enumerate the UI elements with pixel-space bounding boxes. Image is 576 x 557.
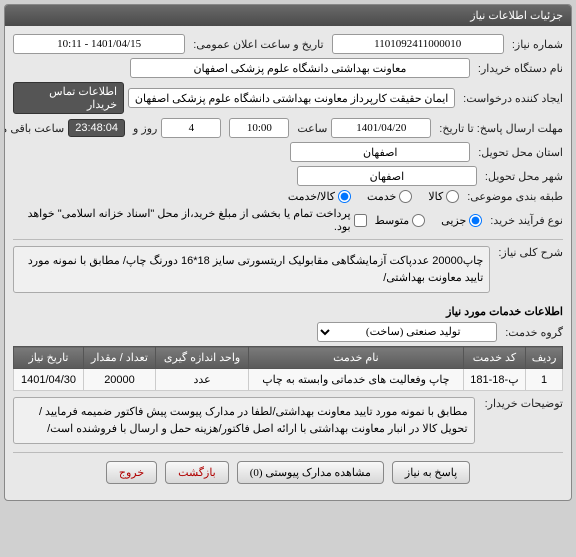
req-no-field (332, 34, 504, 54)
buyer-note-box: مطابق با نمونه مورد تایید معاونت بهداشتی… (13, 397, 475, 444)
creator-field (128, 88, 455, 108)
cell-qty: 20000 (84, 369, 156, 391)
th-index: ردیف (526, 347, 563, 369)
group-select[interactable]: تولید صنعتی (ساخت) (317, 322, 497, 342)
details-window: جزئیات اطلاعات نیاز شماره نیاز: تاریخ و … (4, 4, 572, 501)
opt-detail[interactable]: جزیی (441, 214, 482, 227)
ann-date-field (13, 34, 185, 54)
th-qty: تعداد / مقدار (84, 347, 156, 369)
cell-code: پ-18-181 (463, 369, 526, 391)
items-section-title: اطلاعات خدمات مورد نیاز (13, 305, 563, 318)
items-table: ردیف کد خدمت نام خدمت واحد اندازه گیری ت… (13, 346, 563, 391)
window-title: جزئیات اطلاعات نیاز (470, 10, 563, 22)
ann-date-label: تاریخ و ساعت اعلان عمومی: (193, 38, 323, 51)
payment-note: پرداخت تمام یا بخشی از مبلغ خرید،از محل … (13, 207, 351, 233)
table-row[interactable]: 1 پ-18-181 چاپ وفعالیت های خدماتی وابسته… (14, 369, 563, 391)
th-unit: واحد اندازه گیری (155, 347, 248, 369)
province-field (290, 142, 470, 162)
cell-date: 1401/04/30 (14, 369, 84, 391)
exit-button[interactable]: خروج (106, 461, 157, 484)
window-title-bar: جزئیات اطلاعات نیاز (5, 5, 571, 26)
process-type-label: نوع فرآیند خرید: (490, 214, 563, 227)
deadline-date-field (331, 118, 431, 138)
cell-index: 1 (526, 369, 563, 391)
cell-unit: عدد (155, 369, 248, 391)
opt-goods[interactable]: کالا (428, 190, 459, 203)
opt-goods-service[interactable]: کالا/خدمت (288, 190, 351, 203)
content-area: شماره نیاز: تاریخ و ساعت اعلان عمومی: نا… (5, 26, 571, 500)
cell-name: چاپ وفعالیت های خدماتی وابسته به چاپ (249, 369, 463, 391)
deadline-label: مهلت ارسال پاسخ: تا تاریخ: (439, 122, 563, 135)
separator-1 (13, 239, 563, 240)
gen-desc-box: چاپ20000 عددپاکت آزمایشگاهی مقابولیک اری… (13, 246, 490, 293)
th-date: تاریخ نیاز (14, 347, 84, 369)
payment-note-check[interactable]: پرداخت تمام یا بخشی از مبلغ خرید،از محل … (13, 207, 367, 233)
gen-desc-label: شرح کلی نیاز: (498, 246, 563, 259)
creator-label: ایجاد کننده درخواست: (463, 92, 563, 105)
th-code: کد خدمت (463, 347, 526, 369)
buyer-org-label: نام دستگاه خریدار: (478, 62, 563, 75)
subject-type-label: طبقه بندی موضوعی: (467, 190, 563, 203)
group-label: گروه خدمت: (505, 326, 563, 339)
time-label-1: ساعت (297, 122, 327, 135)
footer-buttons: پاسخ به نیاز مشاهده مدارک پیوستی (0) باز… (13, 452, 563, 492)
opt-medium[interactable]: متوسط (375, 214, 426, 227)
process-type-group: جزیی متوسط (375, 214, 483, 227)
back-button[interactable]: بازگشت (165, 461, 229, 484)
attachments-button[interactable]: مشاهده مدارک پیوستی (0) (237, 461, 384, 484)
buyer-note-label: توضیحات خریدار: (485, 397, 563, 410)
req-no-label: شماره نیاز: (512, 38, 563, 51)
city-field (297, 166, 477, 186)
reply-button[interactable]: پاسخ به نیاز (392, 461, 470, 484)
table-header-row: ردیف کد خدمت نام خدمت واحد اندازه گیری ت… (14, 347, 563, 369)
city-label: شهر محل تحویل: (485, 170, 563, 183)
opt-service[interactable]: خدمت (367, 190, 412, 203)
days-field (161, 118, 221, 138)
remain-time-box: 23:48:04 (68, 119, 125, 137)
province-label: استان محل تحویل: (478, 146, 563, 159)
buyer-org-field (130, 58, 470, 78)
days-label: روز و (133, 122, 157, 135)
remain-label: ساعت باقی مانده (4, 122, 64, 135)
subject-type-group: کالا خدمت کالا/خدمت (288, 190, 459, 203)
deadline-time-field (229, 118, 289, 138)
th-name: نام خدمت (249, 347, 463, 369)
contact-buyer-button[interactable]: اطلاعات تماس خریدار (13, 82, 124, 114)
